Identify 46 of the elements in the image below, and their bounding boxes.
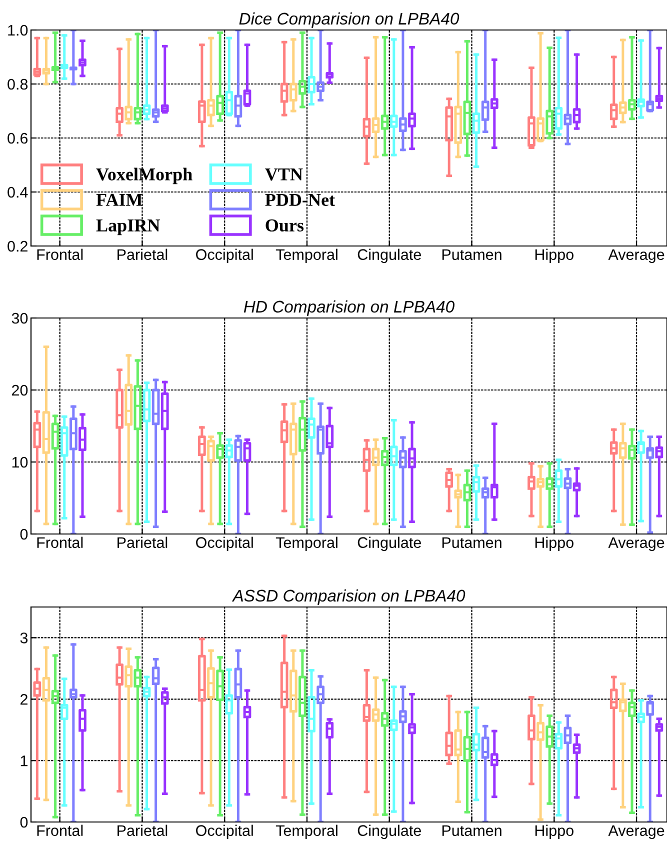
y-tick-label: 0 [20,528,28,540]
x-tick-label: Frontal [37,824,83,836]
x-tick-label: Putamen [442,249,502,260]
x-tick-label: Occipital [196,248,253,264]
legend-label: VoxelMorph [96,168,192,184]
legend-label: Ours [266,219,304,232]
chart-title: Dice Comparision on LPBA40 [239,12,460,28]
y-tick-label: 1 [20,756,28,766]
x-tick-label: Temporal [276,824,338,840]
x-tick-label: Frontal [37,536,83,548]
y-tick-label: 0.4 [8,186,28,198]
legend-label: PDD-Net [265,194,335,206]
x-tick-label: Occipital [196,536,253,552]
x-tick-label: Cingulate [358,248,421,264]
x-tick-label: Temporal [276,248,338,264]
x-tick-label: Parietal [118,248,168,260]
x-tick-label: Parietal [118,536,168,548]
chart-title: ASSD Comparision on LPBA40 [232,589,466,605]
y-tick-label: 1.0 [8,24,28,36]
x-tick-label: Hippo [535,248,574,264]
y-tick-label: 0.2 [8,240,28,252]
x-tick-label: Average [608,825,664,840]
x-tick-label: Frontal [37,248,83,260]
y-tick-label: 0.8 [8,78,28,90]
y-tick-label: 2 [20,694,28,705]
x-tick-label: Putamen [442,537,502,548]
legend-label: VTN [265,168,303,181]
x-tick-label: Parietal [118,824,168,836]
y-tick-label: 3 [20,632,28,644]
y-tick-label: 30 [12,312,28,324]
x-tick-label: Cingulate [358,536,421,552]
legend-label: FAIM [96,194,142,206]
x-tick-label: Average [608,249,664,264]
y-tick-label: 20 [12,384,28,396]
x-tick-label: Hippo [535,824,574,840]
legend-label: LapIRN [96,220,160,236]
x-tick-label: Cingulate [358,824,421,840]
y-tick-label: 0.6 [8,132,28,144]
x-tick-label: Occipital [196,824,253,840]
y-tick-label: 10 [12,456,28,468]
x-tick-label: Putamen [442,825,502,836]
x-tick-label: Temporal [276,536,338,552]
x-tick-label: Hippo [535,536,574,552]
chart-title: HD Comparision on LPBA40 [244,300,454,316]
x-tick-label: Average [608,537,664,552]
y-tick-label: 0 [20,816,28,828]
